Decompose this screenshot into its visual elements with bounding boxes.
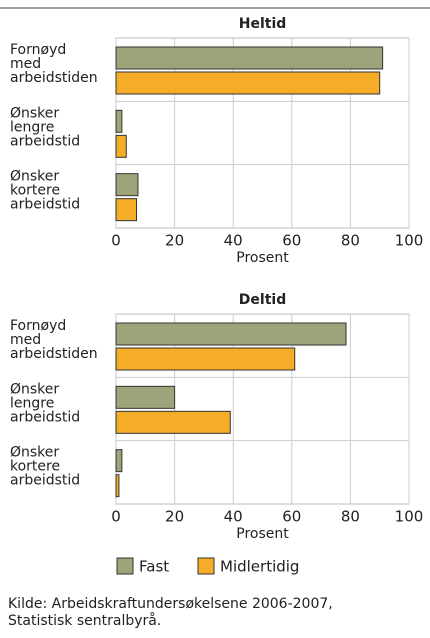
x-tick-label: 60: [282, 508, 301, 526]
bar: [115, 322, 347, 346]
y-tick-label: Fornøyd med arbeidstiden: [10, 318, 98, 362]
source-line: Statistisk sentralbyrå.: [8, 612, 161, 629]
y-tick-label: Ønsker kortere arbeidstid: [10, 169, 80, 213]
bar: [115, 109, 123, 133]
bar: [115, 385, 176, 409]
bar: [115, 173, 139, 197]
legend-label: Midlertidig: [220, 558, 299, 576]
bar: [115, 347, 296, 371]
y-tick-label: Ønsker lengre arbeidstid: [10, 381, 80, 425]
x-tick-label: 100: [395, 508, 424, 526]
bar: [115, 198, 138, 222]
x-tick-label: 100: [395, 232, 424, 250]
source-line: Kilde: Arbeidskraftundersøkelsene 2006-2…: [8, 596, 333, 612]
y-tick-label: Ønsker kortere arbeidstid: [10, 445, 80, 489]
bar: [115, 71, 381, 95]
bar: [115, 46, 384, 70]
x-tick-label: 80: [341, 232, 360, 250]
x-tick-label: 20: [165, 508, 184, 526]
x-tick-label: 0: [111, 508, 121, 526]
legend-swatch: [116, 557, 134, 575]
y-tick-label: Fornøyd med arbeidstiden: [10, 42, 98, 86]
x-tick-label: 40: [224, 232, 243, 250]
bar: [115, 449, 123, 473]
y-tick-label: Ønsker lengre arbeidstid: [10, 105, 80, 149]
bar: [115, 134, 127, 158]
x-tick-label: 0: [111, 232, 121, 250]
x-tick-label: 40: [224, 508, 243, 526]
chart-title: Heltid: [239, 16, 287, 32]
x-axis-label: Prosent: [236, 526, 289, 542]
x-tick-label: 80: [341, 508, 360, 526]
legend-swatch: [197, 557, 215, 575]
x-tick-label: 60: [282, 232, 301, 250]
bar: [115, 474, 120, 498]
x-axis-label: Prosent: [236, 250, 289, 266]
x-tick-label: 20: [165, 232, 184, 250]
legend-label: Fast: [139, 558, 169, 576]
chart-title: Deltid: [239, 292, 286, 308]
bar: [115, 410, 231, 434]
